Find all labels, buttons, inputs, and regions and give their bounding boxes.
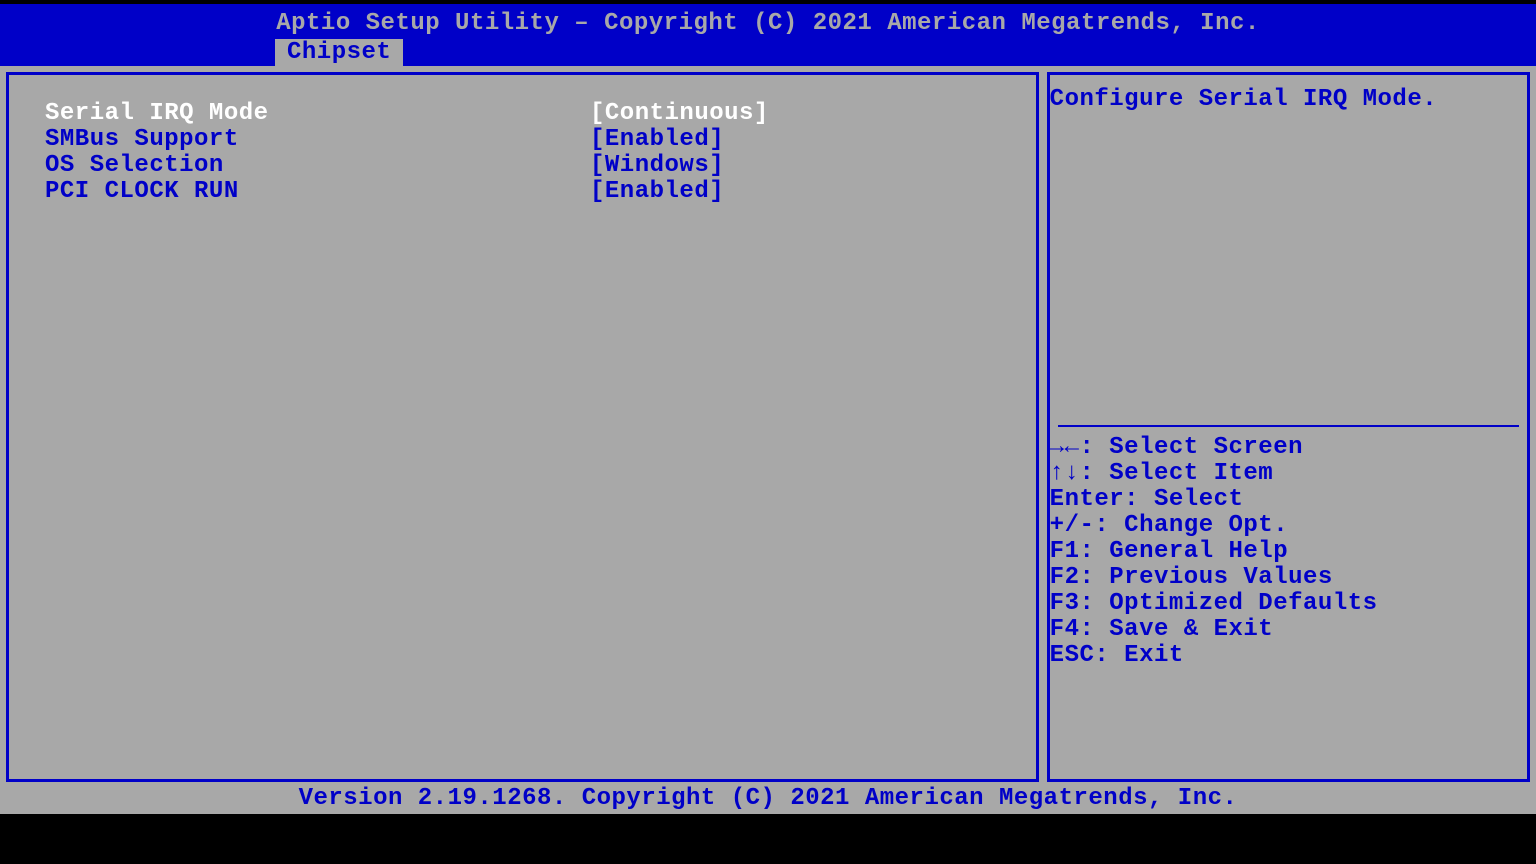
key-select-item: ↑↓: Select Item	[1050, 461, 1527, 487]
key-enter-select: Enter: Select	[1050, 487, 1527, 513]
setting-value: [Enabled]	[590, 179, 1000, 205]
key-optimized-defaults: F3: Optimized Defaults	[1050, 591, 1527, 617]
bios-title: Aptio Setup Utility – Copyright (C) 2021…	[0, 4, 1536, 37]
key-help-list: →←: Select Screen ↑↓: Select Item Enter:…	[1050, 427, 1527, 669]
key-previous-values: F2: Previous Values	[1050, 565, 1527, 591]
bios-footer: Version 2.19.1268. Copyright (C) 2021 Am…	[0, 788, 1536, 814]
help-spacer	[1050, 113, 1527, 425]
setting-smbus-support[interactable]: SMBus Support [Enabled]	[45, 127, 1000, 153]
setting-pci-clock-run[interactable]: PCI CLOCK RUN [Enabled]	[45, 179, 1000, 205]
key-esc-exit: ESC: Exit	[1050, 643, 1527, 669]
setting-label: Serial IRQ Mode	[45, 101, 590, 127]
setting-label: PCI CLOCK RUN	[45, 179, 590, 205]
key-select-screen: →←: Select Screen	[1050, 435, 1527, 461]
key-save-exit: F4: Save & Exit	[1050, 617, 1527, 643]
setting-label: OS Selection	[45, 153, 590, 179]
key-general-help: F1: General Help	[1050, 539, 1527, 565]
setting-serial-irq-mode[interactable]: Serial IRQ Mode [Continuous]	[45, 101, 1000, 127]
bios-header: Aptio Setup Utility – Copyright (C) 2021…	[0, 4, 1536, 66]
tab-bar: Chipset	[275, 39, 403, 66]
settings-panel: Serial IRQ Mode [Continuous] SMBus Suppo…	[6, 72, 1039, 782]
setting-value: [Continuous]	[590, 101, 1000, 127]
help-description: Configure Serial IRQ Mode.	[1050, 75, 1527, 113]
bottom-letterbox	[0, 814, 1536, 864]
help-panel: Configure Serial IRQ Mode. →←: Select Sc…	[1047, 72, 1530, 782]
setting-value: [Windows]	[590, 153, 1000, 179]
setting-os-selection[interactable]: OS Selection [Windows]	[45, 153, 1000, 179]
bios-body: Serial IRQ Mode [Continuous] SMBus Suppo…	[0, 66, 1536, 788]
bottom-spacer	[1050, 669, 1527, 779]
setting-label: SMBus Support	[45, 127, 590, 153]
setting-value: [Enabled]	[590, 127, 1000, 153]
tab-chipset[interactable]: Chipset	[275, 39, 403, 66]
key-change-opt: +/-: Change Opt.	[1050, 513, 1527, 539]
